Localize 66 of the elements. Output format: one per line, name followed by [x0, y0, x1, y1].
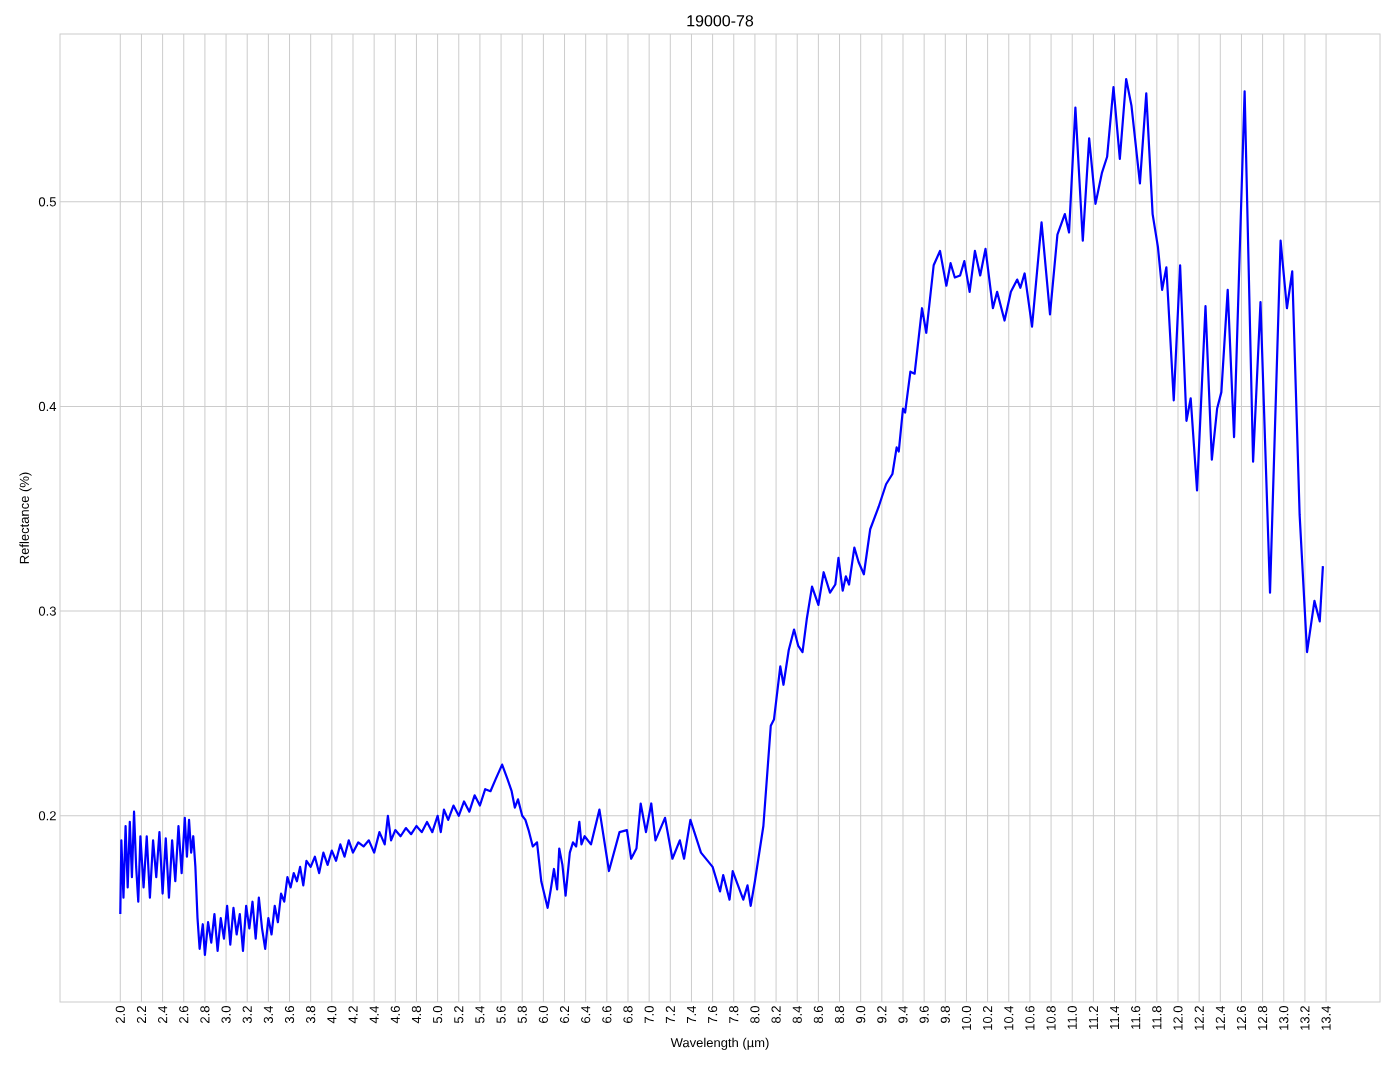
x-tick-label: 9.2 [877, 1006, 887, 1023]
x-tick-label: 4.4 [369, 1005, 379, 1024]
x-tick-label: 5.4 [475, 1005, 485, 1024]
x-tick-label: 12.6 [1236, 1006, 1247, 1030]
x-tick-label: 13.0 [1279, 1006, 1289, 1030]
x-tick-label: 10.2 [983, 1006, 993, 1030]
x-tick-label: 11.2 [1088, 1006, 1098, 1029]
x-tick-label: 2.0 [115, 1006, 125, 1023]
x-tick-label: 11.4 [1110, 1005, 1120, 1029]
x-tick-label: 11.8 [1152, 1006, 1162, 1029]
x-tick-label: 9.8 [940, 1006, 950, 1023]
x-axis-title: Wavelength (µm) [670, 1037, 769, 1050]
x-tick-label: 2.2 [136, 1006, 146, 1023]
x-tick-label: 4.2 [348, 1006, 358, 1024]
x-tick-label: 3.8 [306, 1006, 316, 1024]
x-tick-label: 5.0 [433, 1006, 443, 1024]
x-tick-label: 8.2 [771, 1006, 781, 1024]
x-tick-label: 6.2 [559, 1006, 570, 1023]
x-tick-label: 12.2 [1194, 1006, 1204, 1030]
x-tick-label: 11.6 [1131, 1006, 1141, 1029]
x-tick-label: 3.6 [284, 1006, 295, 1024]
x-tick-label: 5.8 [517, 1006, 527, 1024]
x-tick-label: 11.0 [1067, 1006, 1077, 1029]
x-tick-label: 10.6 [1025, 1006, 1035, 1030]
x-tick-label: 7.0 [644, 1006, 654, 1023]
x-tick-label: 12.4 [1215, 1005, 1225, 1030]
x-tick-label: 9.6 [919, 1006, 929, 1023]
line-series [119, 77, 1324, 957]
x-tick-label: 9.4 [898, 1005, 908, 1023]
x-tick-label: 5.6 [496, 1006, 506, 1024]
x-tick-label: 2.4 [158, 1005, 168, 1023]
y-axis-title: Reflectance (%) [19, 472, 32, 564]
x-tick-label: 7.2 [665, 1006, 675, 1023]
y-tick-label: 0.5 [38, 197, 56, 207]
x-tick-label: 12.8 [1258, 1006, 1268, 1030]
x-tick-label: 4.0 [327, 1006, 337, 1024]
x-tick-label: 7.4 [686, 1005, 696, 1023]
x-tick-label: 6.6 [602, 1006, 612, 1023]
y-tick-label: 0.4 [38, 401, 57, 412]
x-tick-label: 10.0 [961, 1006, 972, 1030]
x-tick-label: 8.4 [792, 1005, 802, 1024]
x-tick-label: 7.8 [729, 1006, 739, 1023]
x-tick-label: 4.6 [390, 1006, 400, 1024]
x-tick-label: 4.8 [411, 1006, 422, 1024]
x-tick-label: 12.0 [1173, 1006, 1183, 1030]
x-tick-label: 8.0 [750, 1006, 760, 1024]
x-tick-label: 6.0 [538, 1006, 548, 1023]
chart-title: 19000-78 [687, 15, 754, 27]
x-tick-label: 5.2 [454, 1006, 464, 1024]
x-tick-label: 8.6 [813, 1006, 823, 1024]
x-tick-label: 6.4 [581, 1005, 591, 1023]
x-tick-label: 10.8 [1046, 1006, 1056, 1030]
x-tick-label: 13.2 [1300, 1006, 1310, 1030]
y-tick-label: 0.2 [38, 811, 56, 821]
x-tick-label: 3.2 [242, 1006, 252, 1024]
x-tick-label: 9.0 [856, 1006, 866, 1023]
y-tick-label: 0.3 [38, 606, 56, 616]
x-tick-label: 6.8 [623, 1006, 633, 1023]
x-tick-label: 2.6 [179, 1006, 189, 1023]
x-tick-label: 3.0 [221, 1006, 231, 1024]
x-tick-label: 2.8 [200, 1006, 210, 1023]
x-tick-label: 8.8 [834, 1006, 845, 1024]
x-tick-label: 3.4 [263, 1005, 273, 1024]
x-tick-label: 13.4 [1321, 1005, 1331, 1030]
x-tick-label: 10.4 [1004, 1005, 1014, 1030]
x-tick-label: 7.6 [708, 1006, 718, 1023]
